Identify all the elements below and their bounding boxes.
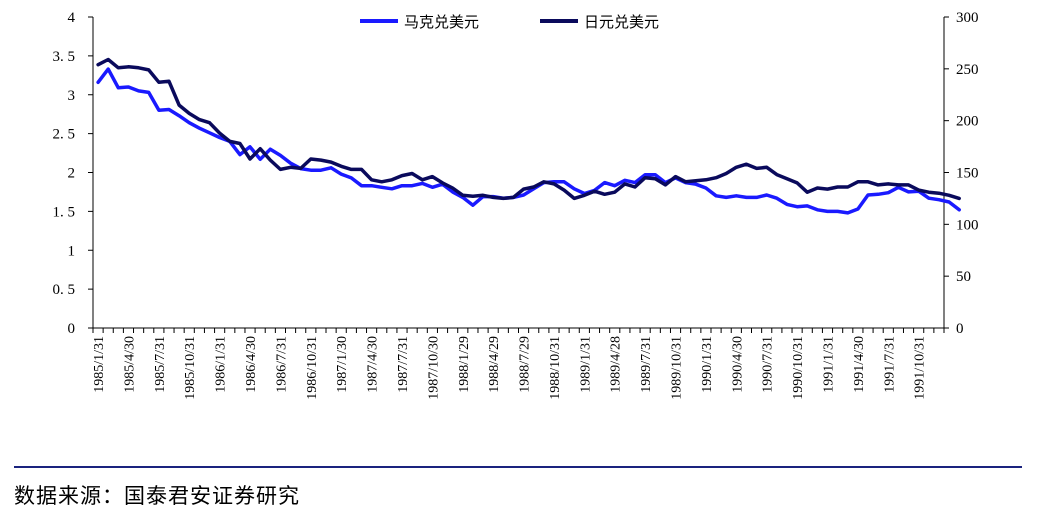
left-axis-tick-label: 3 [68, 88, 76, 104]
right-axis-tick-label: 150 [956, 166, 979, 182]
x-axis-tick-label: 1986/7/31 [274, 336, 289, 393]
left-axis: 0 0. 5 1 1. 5 2 2. 5 3 3. 5 4 [53, 10, 94, 337]
x-axis-tick-label: 1985/1/31 [92, 336, 107, 393]
x-axis-tick-label: 1990/7/31 [761, 336, 776, 393]
x-axis-tick-label: 1990/4/30 [730, 336, 745, 393]
legend: 马克兑美元 日元兑美元 [360, 13, 659, 31]
x-axis-tick-label: 1991/1/31 [821, 336, 836, 393]
x-axis-tick-label: 1988/4/29 [487, 336, 502, 393]
left-axis-tick-label: 1. 5 [53, 204, 76, 220]
series-line-dem [96, 67, 961, 215]
x-axis-tick-label: 1987/1/30 [335, 336, 350, 393]
left-axis-tick-label: 4 [68, 10, 76, 26]
right-axis-tick-label: 100 [956, 217, 979, 233]
left-axis-tick-label: 2 [68, 166, 76, 182]
right-axis-tick-label: 250 [956, 62, 979, 78]
series-lines [96, 57, 961, 215]
source-divider [14, 466, 1022, 468]
x-axis-tick-label: 1985/10/31 [183, 336, 198, 400]
x-axis-tick-label: 1989/4/28 [609, 336, 624, 393]
legend-label: 马克兑美元 [404, 13, 479, 31]
series-line-jpy [96, 57, 961, 201]
exchange-rate-chart: 0 0. 5 1 1. 5 2 2. 5 3 3. 5 4 0 50 100 150 200 250 300… [53, 10, 979, 400]
right-axis: 0 50 100 150 200 250 300 [943, 10, 979, 337]
x-axis-tick-label: 1987/4/30 [366, 336, 381, 393]
legend-label: 日元兑美元 [584, 13, 659, 31]
left-axis-tick-label: 3. 5 [53, 49, 76, 65]
source-note: 数据来源：国泰君安证券研究 [14, 484, 300, 508]
x-axis-tick-label: 1991/4/30 [852, 336, 867, 393]
x-axis-tick-label: 1989/1/31 [578, 336, 593, 393]
x-axis-tick-label: 1991/7/31 [882, 336, 897, 393]
x-axis-tick-label: 1989/7/31 [639, 336, 654, 393]
x-axis-tick-label: 1990/1/31 [700, 336, 715, 393]
x-axis-tick-label: 1987/10/30 [426, 336, 441, 400]
x-axis: 1985/1/31 1985/4/30 1985/7/31 1985/10/31 198… [92, 327, 945, 400]
right-axis-tick-label: 50 [956, 269, 971, 285]
x-axis-tick-label: 1986/1/31 [214, 336, 229, 393]
x-axis-tick-label: 1988/10/31 [548, 336, 563, 400]
left-axis-tick-label: 1 [68, 243, 76, 259]
x-axis-tick-label: 1989/10/31 [670, 336, 685, 400]
x-axis-tick-label: 1988/7/29 [518, 336, 533, 393]
x-axis-tick-label: 1986/4/30 [244, 336, 259, 393]
left-axis-tick-label: 2. 5 [53, 127, 76, 143]
left-axis-tick-label: 0 [68, 321, 76, 337]
x-axis-tick-label: 1987/7/31 [396, 336, 411, 393]
x-axis-tick-label: 1986/10/31 [305, 336, 320, 400]
right-axis-tick-label: 300 [956, 10, 979, 26]
x-axis-tick-label: 1985/7/31 [153, 336, 168, 393]
x-axis-tick-label: 1988/1/29 [457, 336, 472, 393]
x-axis-tick-label: 1991/10/31 [913, 336, 928, 400]
x-axis-tick-label: 1985/4/30 [122, 336, 137, 393]
left-axis-tick-label: 0. 5 [53, 282, 76, 298]
x-axis-tick-label: 1990/10/31 [791, 336, 806, 400]
right-axis-tick-label: 0 [956, 321, 964, 337]
right-axis-tick-label: 200 [956, 114, 979, 130]
